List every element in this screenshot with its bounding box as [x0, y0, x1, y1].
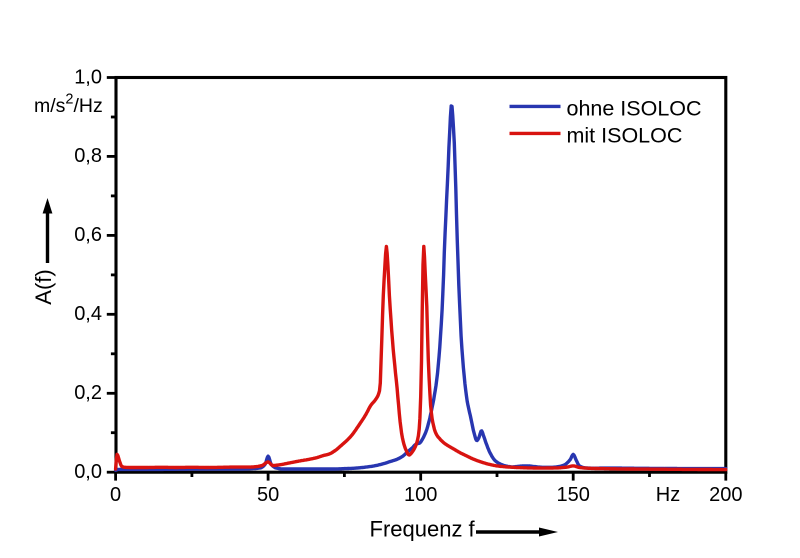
svg-text:ohne ISOLOC: ohne ISOLOC — [567, 97, 702, 121]
svg-text:100: 100 — [404, 484, 437, 506]
svg-text:1,0: 1,0 — [74, 66, 102, 88]
svg-text:0,4: 0,4 — [74, 303, 102, 325]
svg-text:mit ISOLOC: mit ISOLOC — [567, 124, 683, 148]
svg-text:0,6: 0,6 — [74, 224, 102, 246]
svg-text:0,8: 0,8 — [74, 145, 102, 167]
svg-text:50: 50 — [257, 484, 279, 506]
svg-text:0,2: 0,2 — [74, 382, 102, 404]
svg-text:Frequenz f: Frequenz f — [370, 517, 476, 542]
svg-text:Hz: Hz — [656, 484, 680, 506]
svg-text:0: 0 — [110, 484, 121, 506]
svg-text:150: 150 — [557, 484, 590, 506]
svg-text:A(f): A(f) — [31, 269, 56, 304]
svg-text:200: 200 — [709, 484, 742, 506]
svg-text:0,0: 0,0 — [74, 461, 102, 483]
